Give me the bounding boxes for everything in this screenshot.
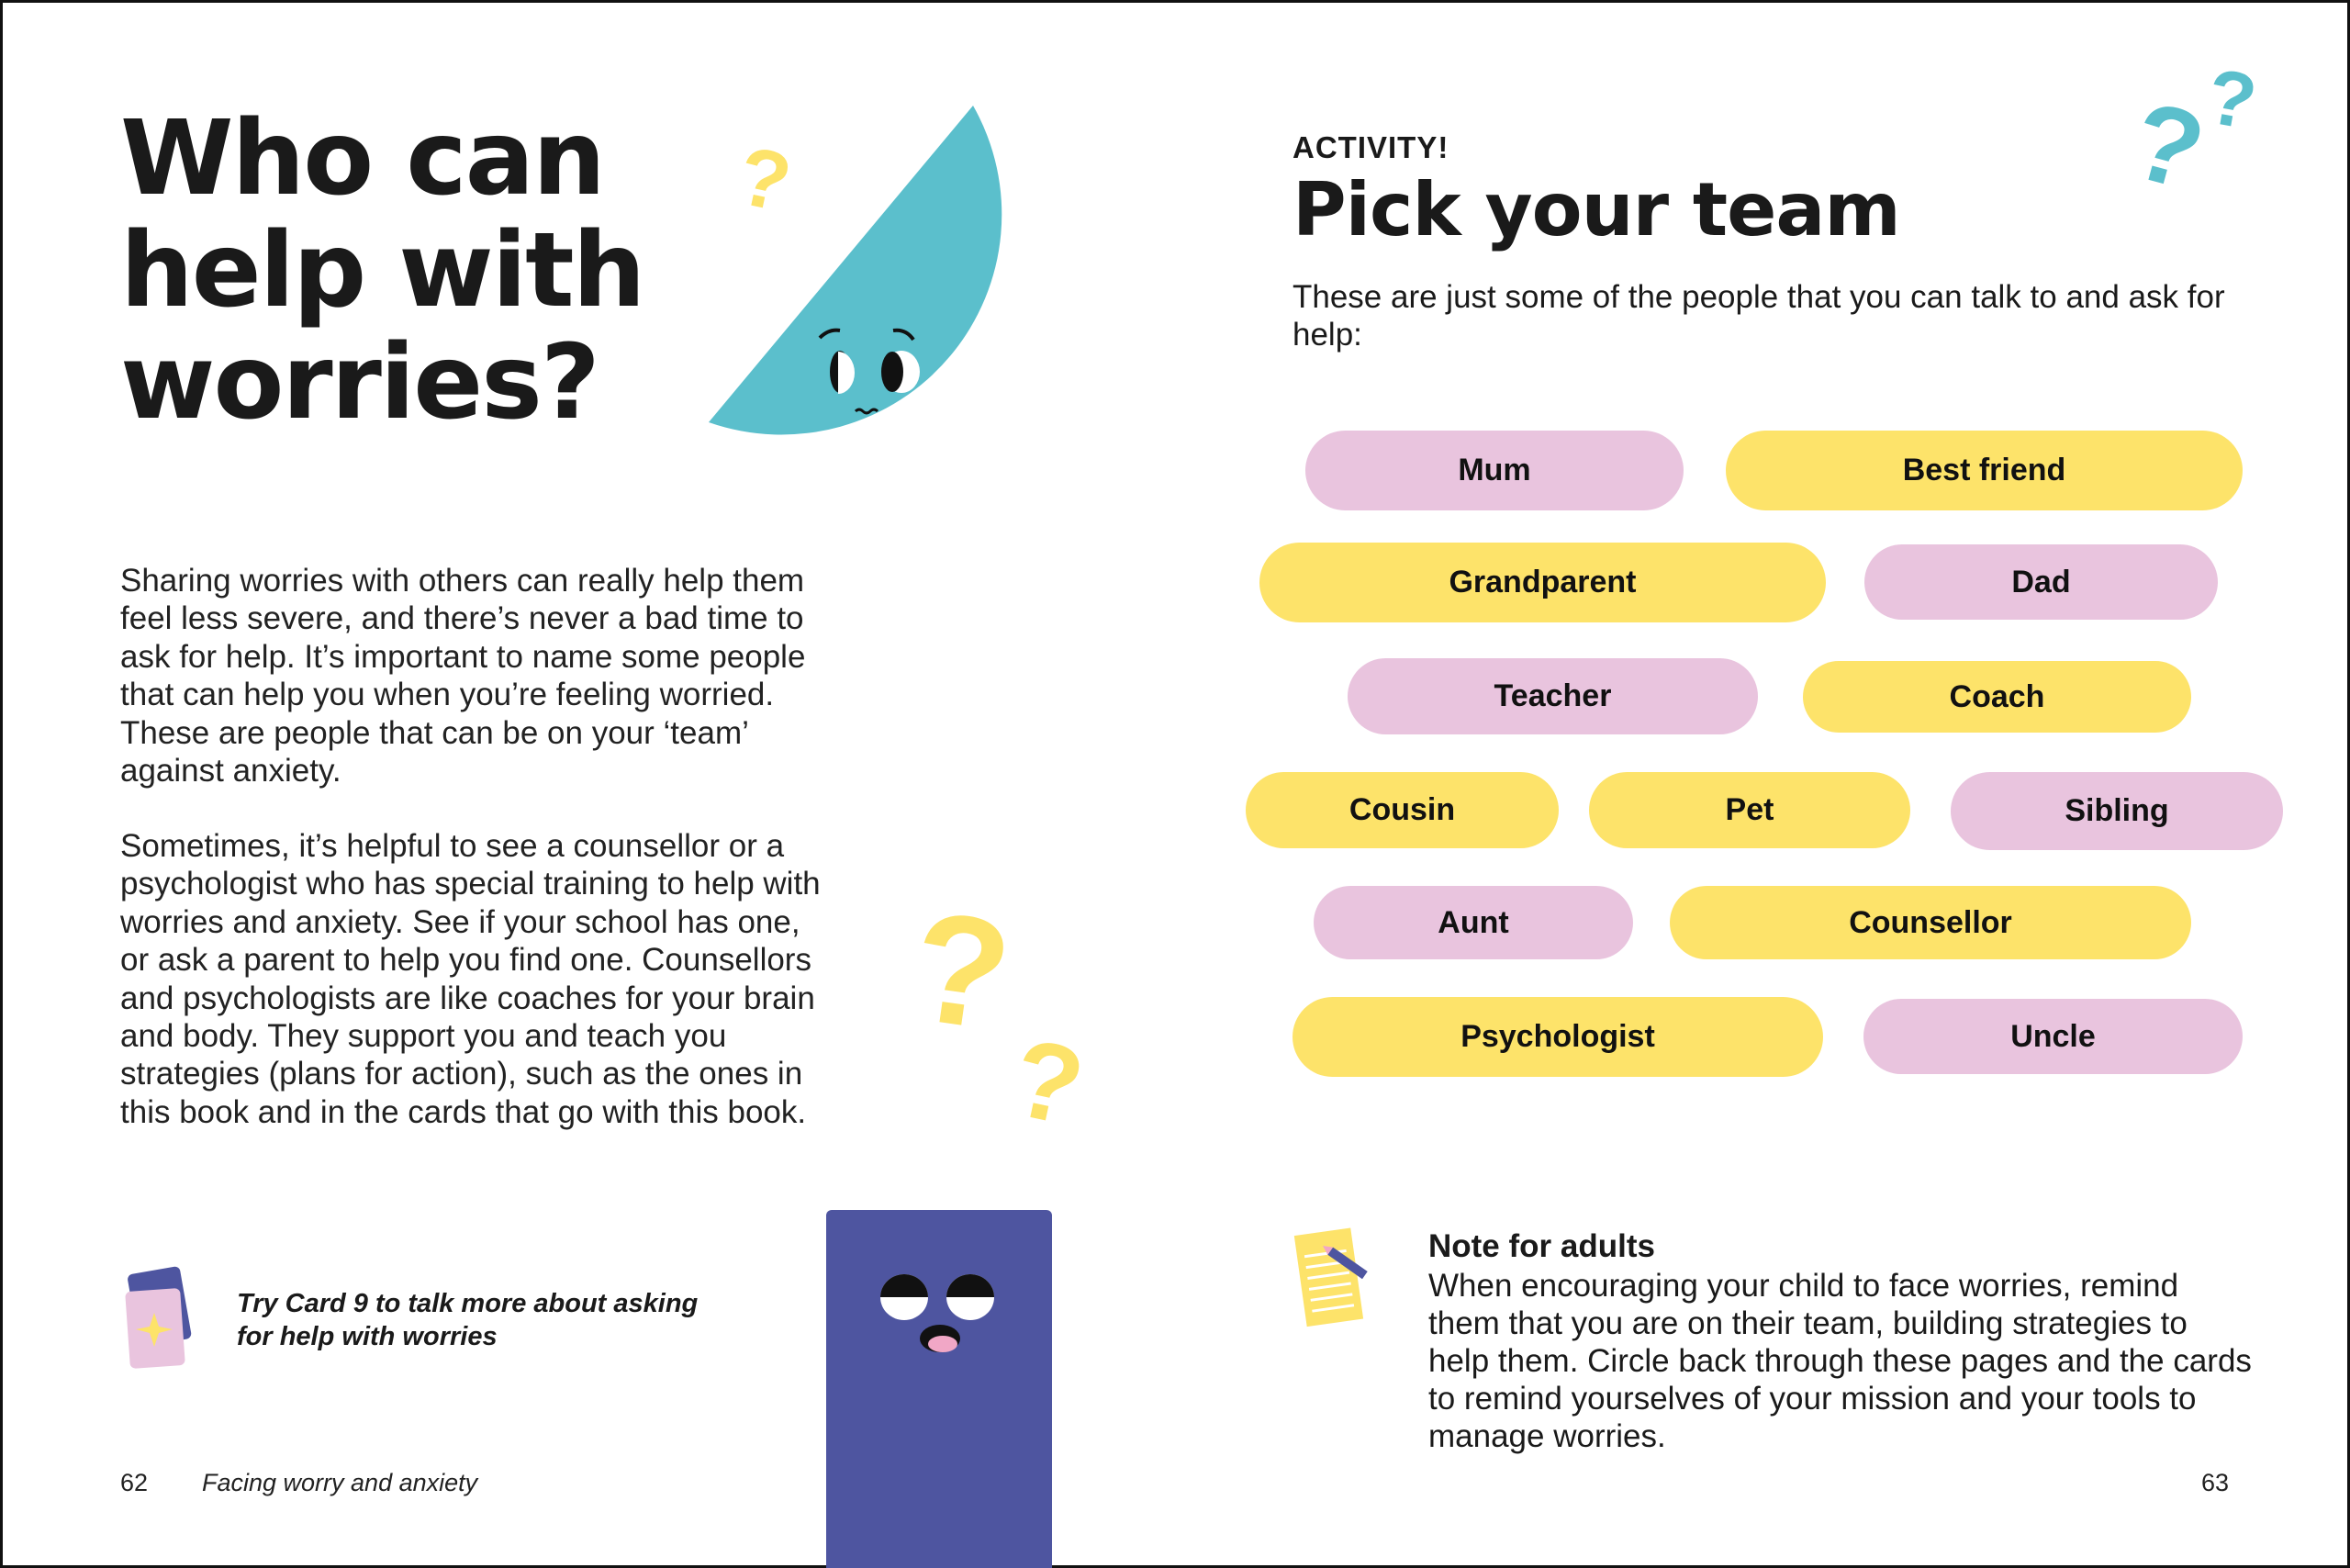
purple-rectangle-character (826, 1210, 1052, 1568)
card-tip: Try Card 9 to talk more about asking for… (237, 1289, 699, 1351)
running-footer: Facing worry and anxiety (202, 1469, 478, 1496)
cards-icon (125, 1266, 192, 1369)
activity-intro: These are just some of the people that y… (1292, 279, 2225, 353)
team-pill-cousin: Cousin (1246, 772, 1559, 848)
team-pill-pet: Pet (1589, 772, 1910, 848)
team-pill-dad: Dad (1864, 544, 2218, 620)
question-mark-icon: ? (2200, 52, 2263, 147)
question-mark-icon: ? (1002, 1014, 1094, 1150)
team-pill-coach: Coach (1803, 661, 2191, 733)
team-pill-aunt: Aunt (1314, 886, 1633, 959)
team-pill-mum: Mum (1305, 431, 1684, 510)
notepad-pencil-icon (1293, 1227, 1368, 1327)
worried-semicircle-character (709, 106, 1002, 435)
note-body: When encouraging your child to face worr… (1428, 1268, 2252, 1454)
team-pill-best-friend: Best friend (1726, 431, 2243, 510)
note-title: Note for adults (1428, 1228, 1655, 1264)
team-pill-uncle: Uncle (1863, 999, 2243, 1074)
team-pill-grandparent: Grandparent (1259, 543, 1826, 622)
activity-label: ACTIVITY! (1292, 130, 1449, 164)
team-pill-counsellor: Counsellor (1670, 886, 2191, 959)
intro-paragraph: Sharing worries with others can really h… (120, 563, 806, 790)
question-mark-icon: ? (901, 878, 1021, 1065)
team-pill-teacher: Teacher (1348, 658, 1758, 734)
page-number-left: 62 (120, 1469, 149, 1496)
question-mark-icon: ? (2119, 77, 2217, 215)
team-pill-sibling: Sibling (1951, 772, 2283, 850)
page-title: Who can help with worries? (120, 99, 645, 442)
page-number-right: 63 (2201, 1469, 2230, 1496)
team-pill-psychologist: Psychologist (1292, 997, 1823, 1077)
counsellor-paragraph: Sometimes, it’s helpful to see a counsel… (120, 828, 821, 1130)
activity-heading: Pick your team (1292, 167, 1901, 252)
